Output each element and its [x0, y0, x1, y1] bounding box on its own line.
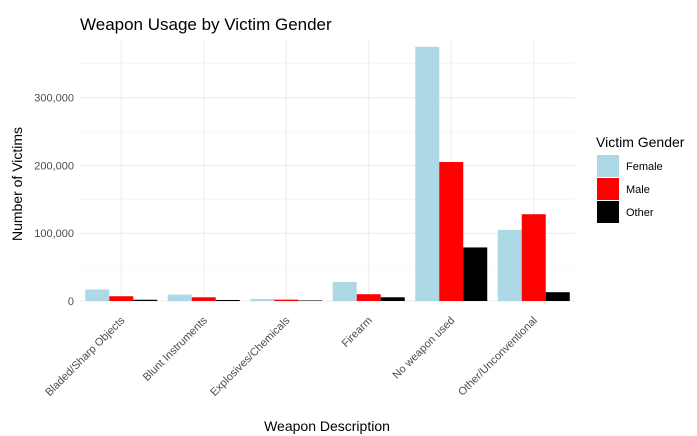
bar-male	[274, 299, 299, 301]
chart-title: Weapon Usage by Victim Gender	[80, 15, 332, 34]
legend: Victim Gender Female Male Other	[596, 134, 685, 223]
bars	[85, 46, 570, 301]
x-tick-label: Other/Unconventional	[456, 315, 540, 399]
y-tick-label: 300,000	[34, 93, 74, 105]
x-tick-label: Blunt Instruments	[141, 314, 210, 383]
x-tick-label: Explosives/Chemicals	[208, 314, 292, 398]
x-tick-label: Firearm	[340, 315, 375, 350]
y-tick-label: 0	[68, 296, 74, 308]
bar-female	[167, 294, 192, 301]
bar-other	[133, 299, 158, 301]
bar-female	[250, 298, 275, 301]
bar-female	[415, 46, 440, 301]
bar-female	[85, 289, 110, 301]
bar-male	[191, 297, 216, 301]
bar-other	[463, 247, 488, 301]
legend-swatch-female	[597, 155, 619, 177]
bar-male	[356, 294, 381, 301]
legend-title: Victim Gender	[596, 134, 685, 150]
bar-female	[497, 229, 522, 301]
x-axis-title: Weapon Description	[264, 418, 390, 434]
bar-male	[109, 296, 134, 301]
y-tick-label: 100,000	[34, 228, 74, 240]
legend-label-female: Female	[626, 161, 663, 173]
x-axis-ticks: Bladed/Sharp Objects Blunt InstrumentsExp…	[43, 314, 540, 399]
legend-label-male: Male	[626, 184, 650, 196]
bar-male	[439, 162, 464, 301]
bar-female	[332, 282, 357, 301]
y-axis-ticks: 0 100,000 200,000 300,000	[34, 93, 74, 308]
y-tick-label: 200,000	[34, 160, 74, 172]
bar-other	[298, 300, 323, 301]
legend-swatch-other	[597, 201, 619, 223]
x-tick-label: Bladed/Sharp Objects	[43, 314, 128, 399]
bar-other	[380, 297, 405, 301]
legend-label-other: Other	[626, 207, 654, 219]
bar-other	[545, 292, 570, 301]
legend-swatch-male	[597, 178, 619, 200]
x-tick-label: No weapon used	[391, 315, 458, 382]
y-axis-title: Number of Victims	[9, 127, 25, 241]
bar-male	[521, 214, 546, 301]
bar-other	[215, 299, 240, 301]
